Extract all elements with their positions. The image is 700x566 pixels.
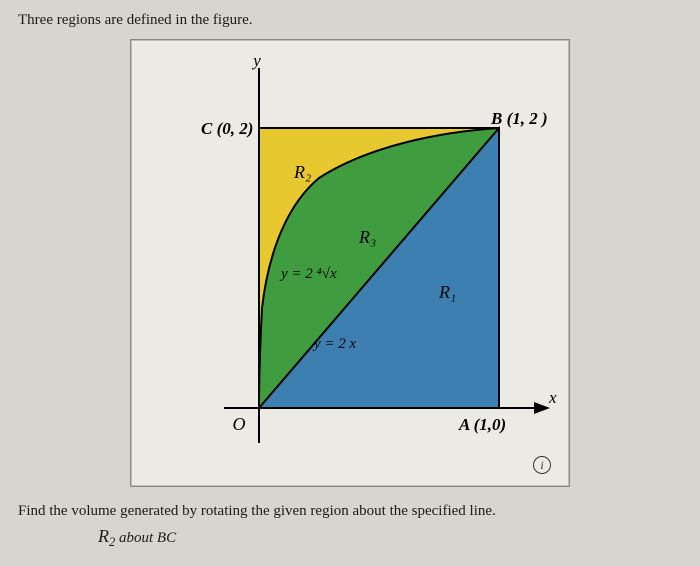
curve-label: y = 2 ⁴√x: [279, 266, 337, 282]
region-r3-label: R₃: [358, 227, 376, 247]
region-r1-label: R₁: [438, 282, 456, 302]
rotation-rest: about BC: [115, 530, 176, 546]
point-c-label: C (0, 2): [201, 119, 253, 138]
rotation-region-r: R: [98, 526, 109, 546]
figure-svg: y x O C (0, 2) B (1, 2 ) A (1,0) R₁ R₂ R…: [139, 48, 559, 478]
x-axis-label: x: [548, 388, 557, 407]
figure-canvas: y x O C (0, 2) B (1, 2 ) A (1,0) R₁ R₂ R…: [139, 48, 559, 478]
point-b-label: B (1, 2 ): [490, 109, 548, 128]
heading: Three regions are defined in the figure.: [18, 12, 682, 29]
origin-label: O: [233, 414, 246, 434]
line-label: y = 2 x: [312, 336, 357, 352]
y-axis-label: y: [251, 51, 261, 70]
point-a-label: A (1,0): [458, 415, 506, 434]
figure-frame: y x O C (0, 2) B (1, 2 ) A (1,0) R₁ R₂ R…: [130, 39, 570, 487]
info-icon[interactable]: i: [533, 456, 551, 474]
rotation-spec: R2 about BC: [98, 526, 682, 550]
region-r2-label: R₂: [293, 162, 311, 182]
prompt-text: Find the volume generated by rotating th…: [18, 503, 682, 520]
